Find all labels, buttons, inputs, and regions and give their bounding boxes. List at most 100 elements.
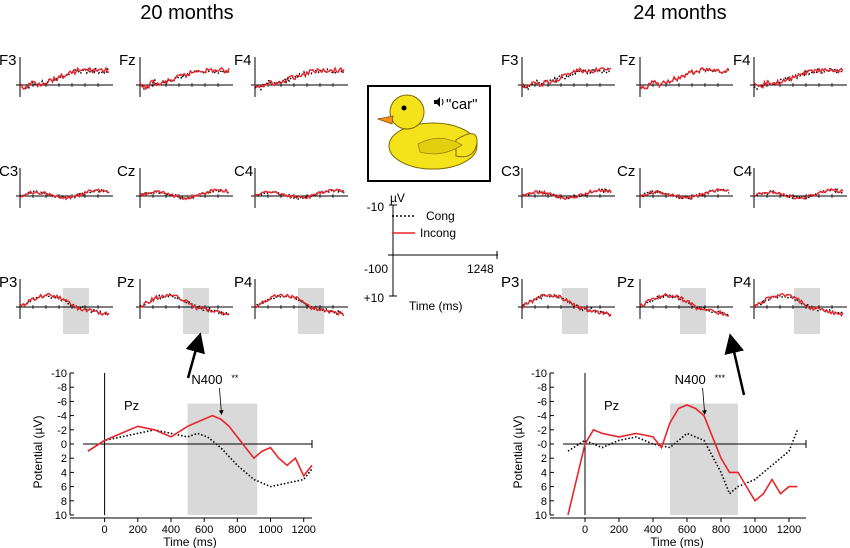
x-tick-label: 200 (129, 524, 147, 536)
electrode-label: F4 (733, 52, 751, 69)
pointer-arrow-left (185, 332, 205, 379)
trace-incong (753, 292, 844, 318)
trace-cong (254, 68, 345, 92)
n400-pointer (702, 387, 707, 415)
electrode-label: C4 (733, 163, 752, 180)
electrode-label: F3 (0, 52, 17, 69)
electrode-label: Cz (617, 163, 635, 180)
y-tick-label: -6 (537, 396, 547, 408)
y-tick-label: 4 (61, 467, 67, 479)
y-tick-label: 0 (61, 439, 67, 451)
x-tick-label: 800 (228, 524, 246, 536)
x-tick-label: 400 (162, 524, 180, 536)
scale-legend: µV -10 +10 -100 1248 Time (ms) Cong Inco… (364, 191, 498, 313)
y-axis-label: Potential (µV) (31, 416, 45, 489)
chart-title: Pz (604, 398, 619, 413)
y-tick-label: 6 (61, 482, 67, 494)
legend-cong-label: Cong (426, 209, 455, 223)
title-24-months: 24 months (633, 2, 726, 24)
speaker-icon (434, 97, 444, 107)
y-tick-label: -8 (57, 382, 67, 394)
x-tick-label: 1000 (258, 524, 282, 536)
trace-incong (521, 293, 612, 318)
trace-incong (254, 66, 345, 89)
panel-f4-24m: F4 (733, 52, 847, 97)
time-window (562, 288, 588, 334)
panel-cz-20m: Cz (117, 163, 233, 208)
electrode-label: C4 (234, 163, 253, 180)
electrode-label: P4 (234, 274, 252, 291)
y-tick-label: -4 (57, 411, 67, 423)
duck-icon (376, 94, 478, 170)
panel-c4-20m: C4 (234, 163, 348, 208)
trace-incong (19, 292, 110, 316)
panel-c3-24m: C3 (501, 163, 615, 208)
y-tick-label: 4 (541, 467, 547, 479)
trace-incong (753, 67, 844, 89)
time-window (298, 288, 324, 334)
y-tick-label: 2 (541, 453, 547, 465)
trace-incong (254, 188, 345, 200)
panel-p4-24m: P4 (733, 274, 847, 334)
y-tick-label: -8 (537, 382, 547, 394)
trace-incong (639, 66, 730, 90)
y-tick-label: 10 (55, 510, 67, 522)
trace-incong (139, 293, 230, 316)
scale-end-label: 1248 (467, 262, 494, 276)
electrode-label: Cz (117, 163, 135, 180)
scale-unit: µV (390, 191, 405, 205)
panel-fz-20m: Fz (119, 52, 233, 97)
trace-cong (139, 68, 230, 92)
electrode-label: C3 (0, 163, 18, 180)
trace-cong (19, 293, 110, 316)
n400-label: N400 (675, 372, 706, 387)
electrode-label: Fz (119, 52, 136, 69)
x-tick-label: 1000 (743, 524, 767, 536)
panel-fz-24m: Fz (619, 52, 733, 97)
trace-cong (19, 67, 110, 92)
electrode-label: P4 (733, 274, 751, 291)
scale-time-label: Time (ms) (409, 299, 463, 313)
x-tick-label: 400 (644, 524, 662, 536)
significance-label: ** (231, 373, 239, 383)
y-tick-label: -10 (51, 368, 67, 380)
time-window (794, 288, 820, 334)
x-tick-label: 600 (195, 524, 213, 536)
panel-cz-24m: Cz (617, 163, 733, 208)
electrode-label: C3 (501, 163, 520, 180)
n400-time-window (670, 403, 738, 515)
y-tick-label: 2 (61, 453, 67, 465)
stimulus-word: "car" (446, 96, 478, 113)
trace-incong (19, 66, 110, 90)
x-tick-label: 600 (678, 524, 696, 536)
y-tick-label: -6 (57, 396, 67, 408)
series-incong (87, 414, 313, 478)
electrode-label: Pz (117, 274, 135, 291)
trace-incong (521, 66, 612, 89)
electrode-label: Pz (617, 274, 635, 291)
trace-incong (139, 67, 230, 91)
time-window (63, 288, 89, 334)
scale-neg-label: -10 (367, 200, 385, 214)
n400-label: N400 (191, 372, 222, 387)
trace-incong (753, 187, 844, 200)
series-incong (567, 404, 798, 516)
scale-pos-label: +10 (364, 291, 385, 305)
y-tick-label: -10 (531, 368, 547, 380)
y-tick-label: -0 (537, 439, 547, 451)
x-tick-label: 1200 (291, 524, 315, 536)
time-window (680, 288, 706, 334)
n400-pointer (218, 387, 224, 415)
panel-p3-20m: P3 (0, 274, 113, 334)
panel-p3-24m: P3 (501, 274, 615, 334)
panel-f3-24m: F3 (501, 52, 615, 97)
y-tick-label: 8 (61, 496, 67, 508)
x-tick-label: 1200 (777, 524, 801, 536)
electrode-label: P3 (0, 274, 17, 291)
trace-incong (521, 188, 612, 200)
x-axis-label: Time (ms) (163, 535, 217, 548)
panel-pz-20m: Pz (117, 274, 233, 334)
panel-f4-20m: F4 (234, 52, 348, 97)
y-tick-label: -4 (537, 411, 547, 423)
panel-c4-24m: C4 (733, 163, 847, 208)
